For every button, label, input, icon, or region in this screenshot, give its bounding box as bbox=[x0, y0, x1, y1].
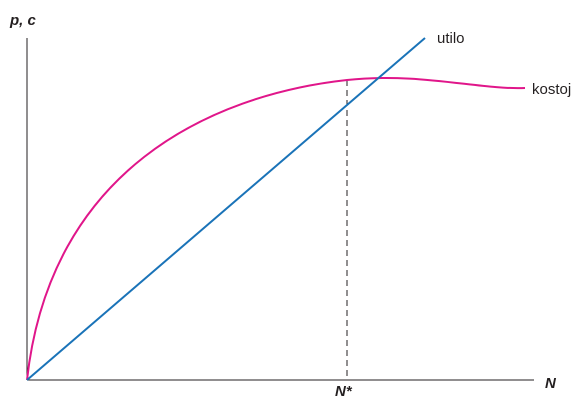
linear-curve-label: utilo bbox=[437, 30, 465, 47]
linear-curve bbox=[27, 38, 425, 380]
y-axis-label: p, c bbox=[9, 12, 36, 29]
x-axis-label: N bbox=[545, 375, 557, 392]
intersection-marker-label: N* bbox=[335, 383, 353, 398]
concave-curve-label: kostoj bbox=[532, 81, 571, 98]
concave-curve bbox=[27, 78, 525, 380]
